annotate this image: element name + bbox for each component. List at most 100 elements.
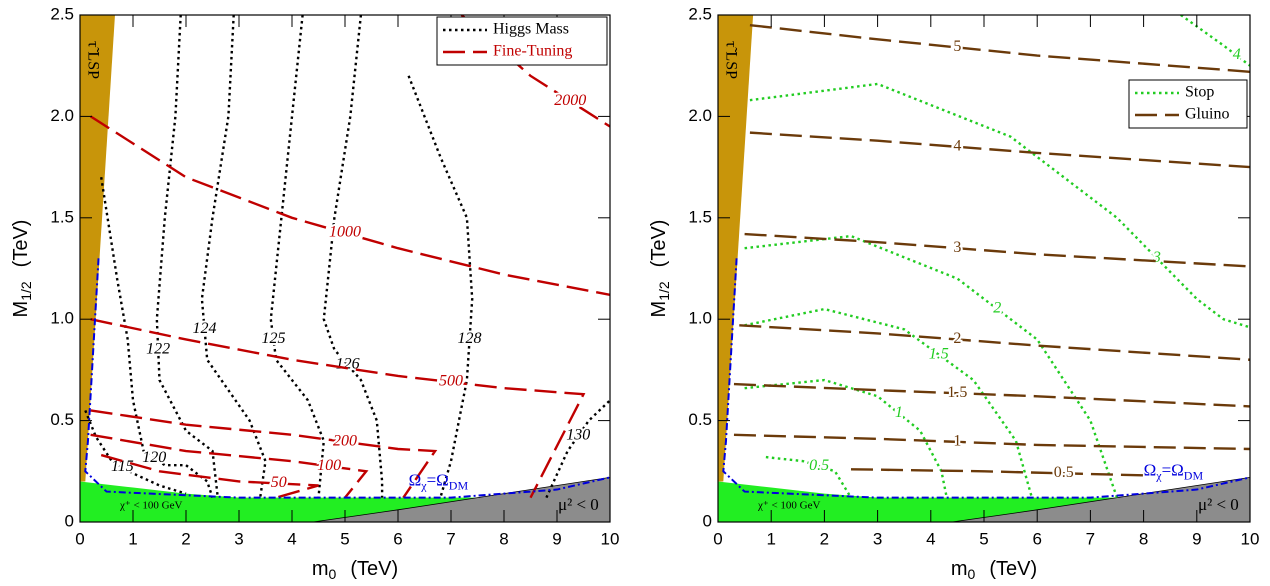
- contour-label: 1: [895, 404, 903, 421]
- region-tachyonic: [952, 476, 1250, 522]
- y-tick-label: 2.5: [50, 4, 74, 23]
- x-label-sub: 0: [968, 566, 976, 582]
- x-tick-label: 2: [820, 529, 829, 548]
- contour-label: 0.5: [1054, 464, 1074, 481]
- contour-line: [850, 468, 1144, 477]
- y-axis-label: M1/2 (TeV): [648, 220, 671, 318]
- y-tick-label: 1.5: [688, 207, 712, 226]
- contour-line: [749, 23, 1250, 73]
- x-axis-label: m0 (TeV): [312, 558, 398, 581]
- x-tick-label: 0: [75, 529, 84, 548]
- contour-label: 125: [261, 330, 285, 347]
- x-tick-label: 0: [713, 529, 722, 548]
- x-tick-label: 6: [1032, 529, 1041, 548]
- contour-label: 500: [439, 373, 463, 390]
- omega-part: Ω: [1144, 460, 1157, 479]
- legend-label: Gluino: [1185, 106, 1229, 123]
- omega-part: Ω: [409, 470, 422, 489]
- x-tick-label: 10: [1241, 529, 1260, 548]
- y-tick-label: 2.0: [688, 106, 712, 125]
- region-tachyonic: [313, 476, 610, 522]
- x-label-unit: (TeV): [989, 558, 1037, 580]
- chargino-label: χ⁺ < 100 GeV: [757, 500, 820, 512]
- omega-label: Ωχ=ΩDM: [409, 470, 469, 492]
- legend-label: Fine-Tuning: [493, 43, 572, 60]
- contour-label: 130: [566, 426, 590, 443]
- contour-line: [155, 15, 219, 498]
- contour-line: [733, 382, 1250, 408]
- contour-line: [744, 232, 1250, 268]
- y-tick-label: 1.0: [688, 309, 712, 328]
- contour-line: [749, 131, 1250, 169]
- contour-label: 4: [953, 137, 961, 154]
- region-stau: [80, 15, 115, 482]
- x-tick-label: 9: [552, 529, 561, 548]
- contour-label: 3: [1152, 249, 1161, 266]
- contour-label: 100: [317, 457, 341, 474]
- x-tick-label: 7: [1086, 529, 1095, 548]
- omega-part: =Ω: [1162, 460, 1184, 479]
- contour-label: 4: [1233, 46, 1241, 63]
- contour-label: 1: [953, 433, 961, 450]
- omega-part: χ: [1155, 468, 1162, 482]
- x-axis-label: m0 (TeV): [951, 558, 1037, 581]
- x-label-main: m: [951, 558, 968, 580]
- x-tick-label: 7: [446, 529, 455, 548]
- y-tick-label: 1.5: [50, 207, 74, 226]
- x-tick-label: 2: [181, 529, 190, 548]
- contour-line: [407, 75, 474, 498]
- x-tick-label: 5: [340, 529, 349, 548]
- contour-label: 124: [193, 320, 217, 337]
- contour-label: 3: [953, 239, 961, 256]
- contour-label: 5: [953, 38, 961, 55]
- chargino-label: χ⁺ < 100 GeV: [119, 500, 182, 512]
- omega-label: Ωχ=ΩDM: [1144, 460, 1204, 482]
- contour-label: 120: [142, 449, 166, 466]
- legend-label: Stop: [1185, 84, 1214, 101]
- y-axis-label: M1/2 (TeV): [10, 220, 33, 318]
- contour-label: 50: [271, 474, 287, 491]
- contour-label: 2000: [554, 92, 586, 109]
- contour-label: 128: [458, 330, 482, 347]
- contour-line: [749, 82, 1250, 329]
- contour-label: 1000: [329, 224, 361, 241]
- x-tick-label: 4: [287, 529, 296, 548]
- relic-curve: [84, 258, 610, 499]
- y-tick-label: 0.5: [50, 410, 74, 429]
- y-tick-label: 2.0: [50, 106, 74, 125]
- mu-label: μ² < 0: [1198, 495, 1239, 514]
- x-tick-label: 4: [926, 529, 935, 548]
- x-label-sub: 0: [329, 566, 337, 582]
- x-tick-label: 8: [1139, 529, 1148, 548]
- y-label-sub: 1/2: [18, 281, 34, 301]
- x-tick-label: 1: [128, 529, 137, 548]
- contour-line: [89, 115, 610, 297]
- y-label-unit: (TeV): [10, 220, 32, 268]
- region-stau: [718, 15, 754, 482]
- contour-line: [765, 455, 853, 499]
- contour-line: [744, 307, 1034, 498]
- contour-line: [84, 410, 187, 495]
- y-label-sub: 1/2: [656, 281, 672, 301]
- contour-label: 2: [953, 330, 961, 347]
- y-tick-label: 0: [65, 511, 74, 530]
- contour-label: 0.5: [809, 457, 829, 474]
- contour-label: 2: [993, 300, 1001, 317]
- contour-label: 1.5: [947, 384, 967, 401]
- y-tick-label: 0: [703, 511, 712, 530]
- contour-label: 122: [146, 340, 170, 357]
- omega-part: =Ω: [427, 470, 449, 489]
- contour-line: [200, 15, 267, 498]
- contour-label: 200: [333, 433, 357, 450]
- contour-label: 115: [111, 458, 134, 475]
- relic-curve: [722, 258, 1250, 499]
- x-label-main: m: [312, 558, 329, 580]
- contour-line: [739, 324, 1250, 361]
- contour-line: [100, 453, 319, 499]
- y-tick-label: 0.5: [688, 410, 712, 429]
- omega-part: χ: [420, 478, 427, 492]
- x-label-unit: (TeV): [350, 558, 398, 580]
- omega-part: DM: [449, 478, 469, 492]
